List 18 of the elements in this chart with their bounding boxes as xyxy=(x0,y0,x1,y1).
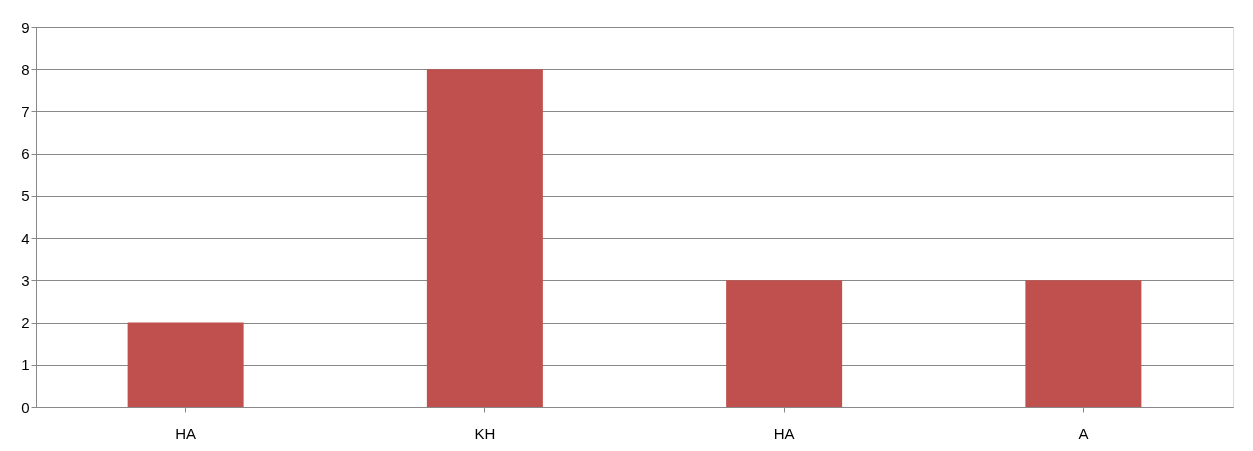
bar xyxy=(1025,280,1142,407)
y-tick-label: 0 xyxy=(21,398,30,416)
y-tick-label: 8 xyxy=(21,60,30,78)
x-tick-label: A xyxy=(1078,424,1089,442)
x-tick-label: HA xyxy=(175,424,197,442)
y-tick-label: 7 xyxy=(21,102,30,120)
y-tick-label: 1 xyxy=(21,356,30,374)
y-tick-label: 4 xyxy=(21,229,30,247)
x-tick-label: KH xyxy=(474,424,496,442)
bar xyxy=(127,322,244,407)
y-tick-label: 9 xyxy=(21,18,30,36)
x-tick-label: HA xyxy=(773,424,795,442)
y-tick-label: 2 xyxy=(21,314,30,332)
y-tick-label: 6 xyxy=(21,145,30,163)
y-tick-label: 3 xyxy=(21,271,30,289)
y-tick-label: 5 xyxy=(21,187,30,205)
bar xyxy=(726,280,843,407)
bar xyxy=(426,69,543,407)
